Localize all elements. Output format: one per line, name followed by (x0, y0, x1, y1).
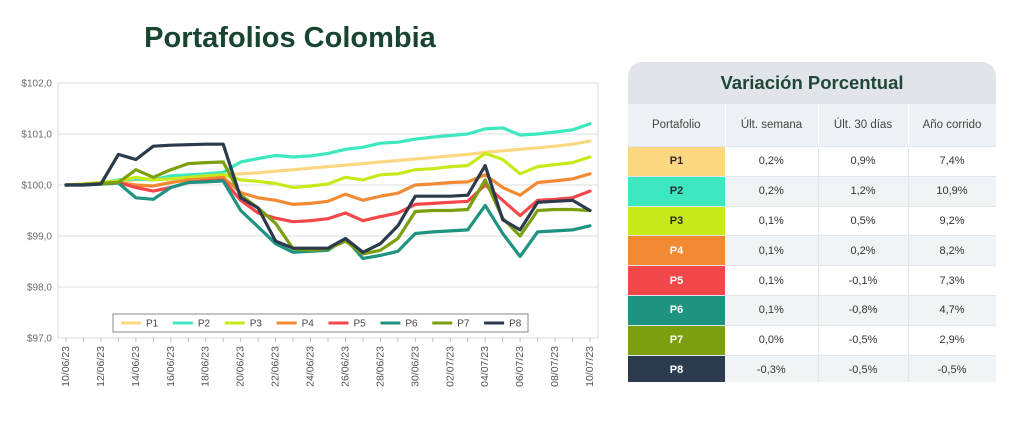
table-row: P5 0,1% -0,1% 7,3% (628, 265, 996, 296)
month-cell: -0,1% (818, 265, 909, 296)
legend-label-p1: P1 (146, 319, 159, 330)
series-line-p8 (64, 142, 592, 254)
y-tick-label: $99,0 (27, 232, 52, 243)
week-cell: 0,2% (725, 175, 819, 207)
series-line-p3 (64, 151, 592, 190)
y-tick-label: $98,0 (27, 283, 52, 294)
x-tick-label: 20/06/23 (235, 346, 247, 387)
x-tick-label: 08/07/23 (549, 346, 561, 387)
ytd-cell: 7,3% (908, 265, 996, 296)
x-tick-label: 16/06/23 (165, 346, 177, 387)
series-line-p5 (64, 178, 592, 224)
legend-box (112, 313, 529, 333)
x-tick-label: 10/07/23 (584, 346, 596, 387)
x-tick-label: 24/06/23 (305, 346, 317, 387)
legend-label-p5: P5 (354, 319, 367, 330)
legend-label-p7: P7 (457, 319, 470, 330)
series-line-p4 (64, 172, 592, 206)
month-cell: 0,5% (818, 205, 909, 236)
month-cell: 1,2% (818, 175, 909, 207)
table-header-row: Portafolio Últ. semana Últ. 30 días Año … (628, 104, 996, 147)
x-tick-label: 06/07/23 (514, 346, 526, 387)
ytd-cell: 2,9% (908, 324, 996, 356)
legend-label-p8: P8 (509, 319, 522, 330)
week-cell: 0,2% (725, 146, 819, 177)
x-tick-label: 26/06/23 (339, 346, 351, 387)
portfolio-line-chart: $97,0 $98,0 $99,0 $100,0 $101,0 $102,0 10/06/2… (21, 79, 599, 387)
portfolio-cell: P2 (628, 175, 725, 207)
portfolio-cell: P6 (628, 294, 725, 326)
variation-table: Portafolio Últ. semana Últ. 30 días Año … (628, 104, 996, 382)
table-row: P6 0,1% -0,8% 4,7% (628, 294, 996, 326)
table-row: P1 0,2% 0,9% 7,4% (628, 146, 996, 177)
week-cell: 0,0% (725, 324, 819, 356)
month-cell: -0,5% (818, 354, 909, 382)
portfolio-cell: P5 (628, 265, 725, 296)
chart-title: Portafolios Colombia (144, 22, 436, 54)
portfolio-cell: P1 (628, 146, 725, 177)
week-cell: 0,1% (725, 205, 819, 236)
x-tick-label: 18/06/23 (200, 346, 212, 387)
y-tick-label: $102,0 (21, 79, 52, 90)
ytd-cell: 10,9% (908, 175, 996, 207)
legend-label-p2: P2 (198, 319, 211, 330)
y-tick-label: $97,0 (27, 334, 52, 345)
table-row: P8 -0,3% -0,5% -0,5% (628, 354, 996, 382)
table-row: P7 0,0% -0,5% 2,9% (628, 324, 996, 356)
ytd-cell: 8,2% (908, 235, 996, 266)
x-tick-label: 14/06/23 (130, 346, 142, 387)
x-tick-label: 28/06/23 (374, 346, 386, 387)
y-tick-label: $101,0 (21, 130, 52, 141)
variation-table-panel: Variación Porcentual Portafolio Últ. sem… (628, 62, 996, 382)
portfolio-cell: P3 (628, 205, 725, 236)
ytd-cell: 9,2% (908, 205, 996, 236)
x-tick-label: 30/06/23 (409, 346, 421, 387)
ytd-cell: 7,4% (908, 146, 996, 177)
legend-label-p4: P4 (302, 319, 315, 330)
ytd-cell: -0,5% (908, 354, 996, 382)
week-cell: 0,1% (725, 235, 819, 266)
header-ano-corrido: Año corrido (908, 104, 996, 147)
header-ult-30-dias: Últ. 30 días (818, 104, 909, 147)
header-portafolio: Portafolio (628, 104, 726, 147)
plot-area (57, 82, 599, 339)
table-title: Variación Porcentual (628, 62, 996, 104)
x-tick-label: 12/06/23 (95, 346, 107, 387)
week-cell: -0,3% (725, 354, 819, 382)
legend-label-p6: P6 (405, 319, 418, 330)
ytd-cell: 4,7% (908, 294, 996, 326)
y-tick-label: $100,0 (21, 181, 52, 192)
x-tick-label: 10/06/23 (60, 346, 72, 387)
month-cell: 0,2% (818, 235, 909, 266)
month-cell: 0,9% (818, 146, 909, 177)
table-row: P2 0,2% 1,2% 10,9% (628, 175, 996, 207)
table-row: P3 0,1% 0,5% 9,2% (628, 205, 996, 236)
week-cell: 0,1% (725, 294, 819, 326)
portfolio-cell: P4 (628, 235, 725, 266)
portfolio-cell: P8 (628, 354, 725, 382)
table-row: P4 0,1% 0,2% 8,2% (628, 235, 996, 266)
x-tick-label: 04/07/23 (479, 346, 491, 387)
header-ult-semana: Últ. semana (725, 104, 819, 147)
month-cell: -0,5% (818, 324, 909, 356)
week-cell: 0,1% (725, 265, 819, 296)
x-tick-label: 22/06/23 (270, 346, 282, 387)
legend-label-p3: P3 (250, 319, 263, 330)
x-tick-label: 02/07/23 (444, 346, 456, 387)
month-cell: -0,8% (818, 294, 909, 326)
portfolio-cell: P7 (628, 324, 725, 356)
